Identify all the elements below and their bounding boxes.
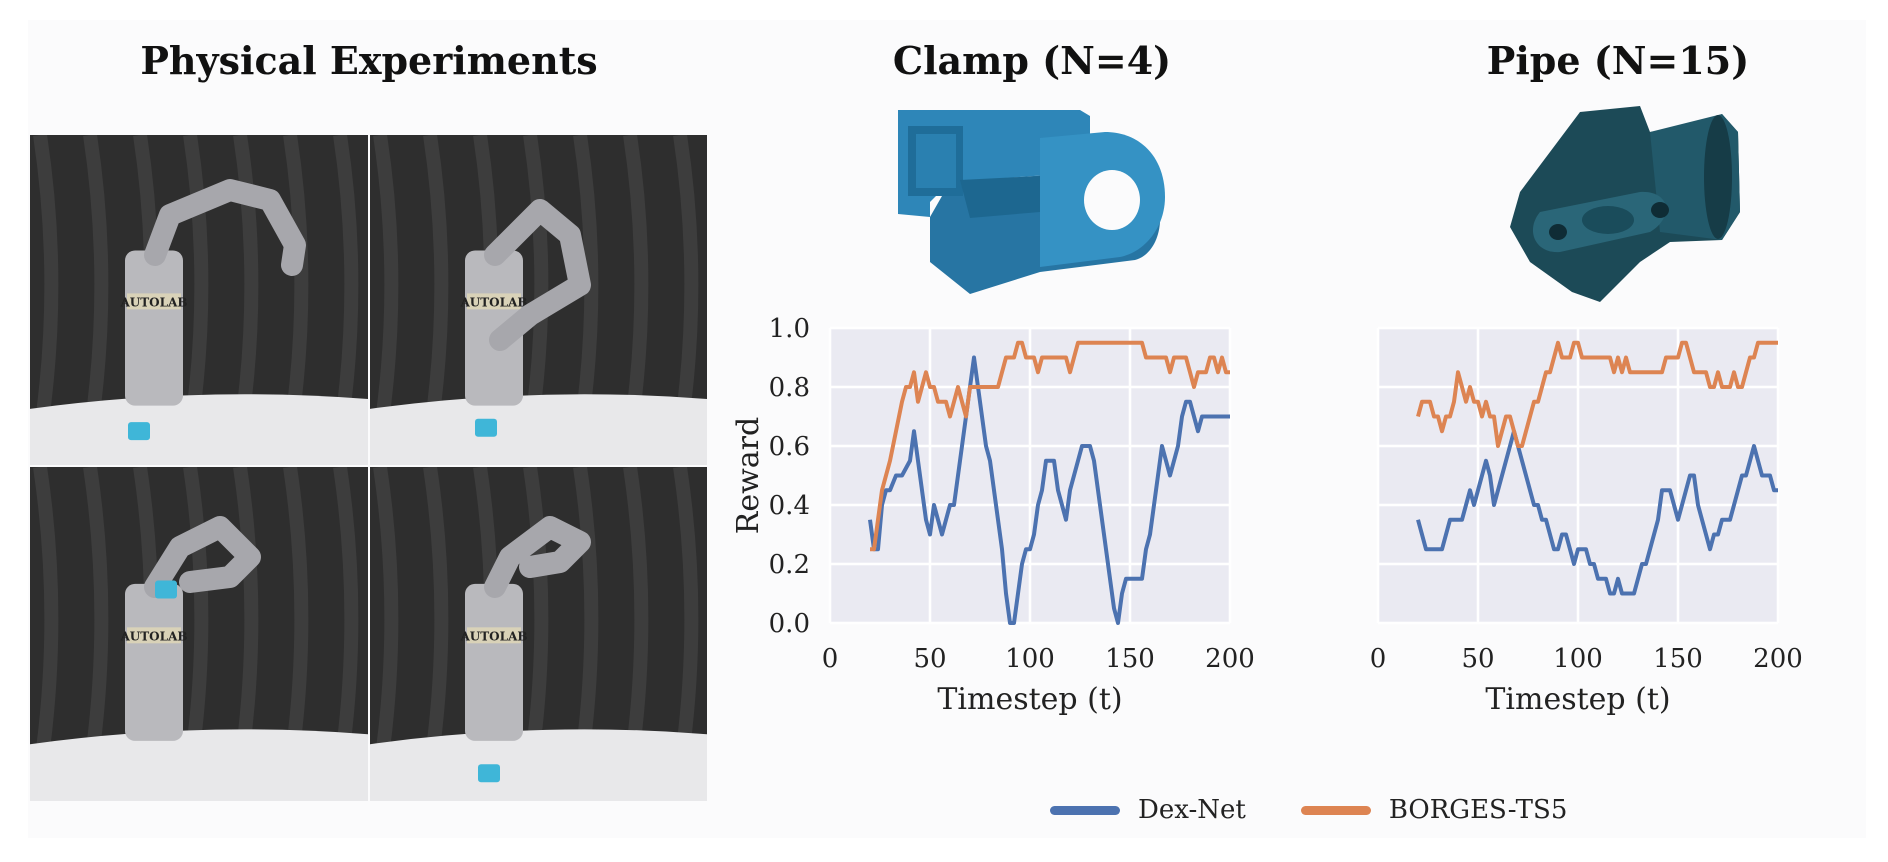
pipe-object-image (1510, 106, 1740, 302)
autolab-label-text: AUTOLAB (119, 295, 187, 309)
y-tick-label: 0.0 (769, 609, 810, 639)
robot-arm (484, 199, 591, 351)
pipe-reward-chart: 0 50 100 150 200 Timestep (t) (1370, 326, 1803, 717)
clamp-part (155, 580, 177, 599)
table-cloth (30, 394, 368, 465)
clamp-part (475, 418, 497, 437)
x-tick-label: 100 (1005, 644, 1055, 674)
y-axis-label: Reward (731, 417, 766, 534)
x-tick-label: 200 (1205, 644, 1255, 674)
chart-legend: Dex-Net BORGES-TS5 (1050, 790, 1622, 830)
physical-experiments-title: Physical Experiments (140, 38, 598, 83)
legend-swatch-dexnet (1050, 805, 1120, 815)
robot-photo-1-image: AUTOLAB (30, 135, 368, 465)
robot-photo-3: AUTOLAB (30, 467, 368, 801)
table-cloth (370, 729, 707, 801)
x-tick-label: 0 (822, 644, 839, 674)
x-tick-label: 50 (913, 644, 946, 674)
y-tick-label: 0.6 (769, 432, 810, 462)
table-cloth (370, 394, 707, 465)
x-tick-label: 0 (1370, 644, 1387, 674)
autolab-label (127, 627, 181, 644)
y-tick-label: 0.4 (769, 491, 810, 521)
autolab-label-text: AUTOLAB (459, 629, 527, 643)
autolab-label (127, 293, 181, 310)
robot-photo-1: AUTOLAB (30, 135, 368, 465)
robot-photo-2: AUTOLAB (370, 135, 707, 465)
y-tick-label: 0.2 (769, 550, 810, 580)
series-line-dexnet (1416, 429, 1778, 596)
legend-item-dexnet: Dex-Net (1050, 795, 1246, 825)
series-line-borges (1416, 340, 1778, 448)
x-tick-label: 50 (1461, 644, 1494, 674)
legend-label-dexnet: Dex-Net (1138, 795, 1246, 825)
robot-body (465, 250, 523, 406)
series-line-dexnet (868, 355, 1230, 625)
robot-arm (144, 516, 261, 598)
y-tick-label: 1.0 (769, 314, 810, 344)
x-axis-label: Timestep (t) (937, 682, 1122, 717)
pipe-panel-title: Pipe (N=15) (1486, 38, 1750, 83)
clamp-object-image (898, 110, 1165, 294)
clamp-panel-title: Clamp (N=4) (892, 38, 1172, 83)
x-tick-label: 150 (1105, 644, 1155, 674)
series-line-borges (870, 340, 1230, 552)
legend-swatch-borges (1300, 805, 1371, 815)
autolab-label (467, 627, 521, 644)
robot-body (125, 583, 183, 741)
autolab-label-text: AUTOLAB (119, 629, 187, 643)
clamp-part (128, 422, 150, 441)
autolab-label-text: AUTOLAB (459, 295, 527, 309)
robot-body (125, 250, 183, 406)
autolab-label (467, 293, 521, 310)
robot-photo-2-image: AUTOLAB (370, 135, 707, 465)
x-tick-label: 200 (1753, 644, 1803, 674)
robot-photo-3-image: AUTOLAB (30, 467, 368, 801)
robot-arm (144, 179, 306, 276)
table-cloth (30, 729, 368, 801)
x-tick-label: 100 (1553, 644, 1603, 674)
robot-photo-4: AUTOLAB (370, 467, 707, 801)
robot-photo-4-image: AUTOLAB (370, 467, 707, 801)
x-tick-label: 150 (1653, 644, 1703, 674)
legend-label-borges: BORGES-TS5 (1388, 795, 1568, 825)
robot-body (465, 583, 523, 741)
legend-item-borges: BORGES-TS5 (1300, 795, 1568, 825)
robot-arm (484, 516, 591, 598)
clamp-part (478, 764, 500, 783)
clamp-reward-chart: 0 50 100 150 200 0.0 0.2 0.4 0.6 0.8 1.0 Timestep (… (731, 314, 1255, 717)
x-axis-label: Timestep (t) (1485, 682, 1670, 717)
y-tick-label: 0.8 (769, 373, 810, 403)
